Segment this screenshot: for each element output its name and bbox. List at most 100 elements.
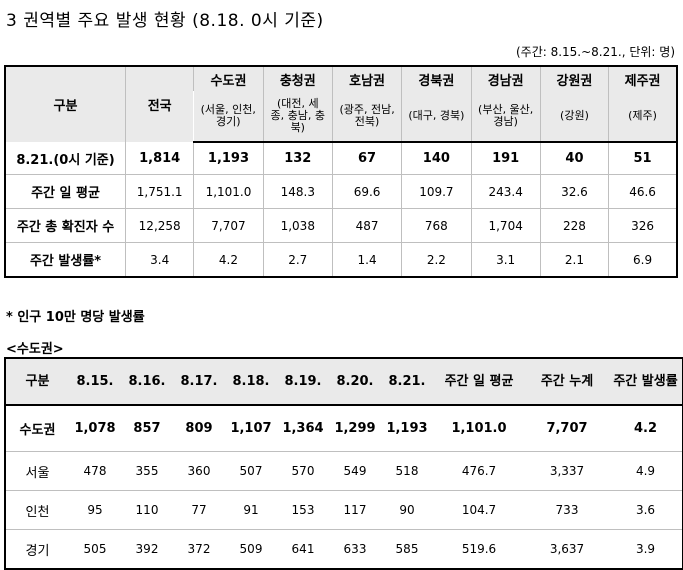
- header-region-name: 경북권: [401, 66, 472, 91]
- table-cell: 109.7: [401, 174, 472, 209]
- row-label: 주간 일 평균: [5, 174, 126, 209]
- table-cell: 733: [525, 490, 609, 530]
- page-title: 3 권역별 주요 발생 현황 (8.18. 0시 기준): [6, 11, 324, 31]
- table-cell: 2.7: [262, 242, 333, 277]
- table-row: 인천 95 110 77 91 153 117 90 104.7 733 3.6: [5, 490, 683, 530]
- header-national: 전국: [125, 66, 194, 142]
- footnote: * 인구 10만 명당 발생률: [6, 310, 145, 325]
- table-cell: 505: [83, 542, 107, 556]
- table-cell: 4.9: [609, 451, 683, 491]
- table-cell: 4.2: [609, 405, 683, 452]
- table-cell: 1,751.1: [125, 174, 194, 209]
- table-cell: 95: [69, 490, 121, 530]
- table-row: 주간 일 평균 1,751.1 1,101.0 148.3 69.6 109.7…: [5, 174, 677, 209]
- header-region-name: 충청권: [262, 66, 333, 91]
- column-header: 주간 누계: [525, 358, 609, 406]
- table-cell: 67: [331, 142, 402, 175]
- header-region-detail: (제주): [608, 91, 677, 143]
- row-label: 서울: [5, 451, 69, 491]
- column-header: 구분: [5, 358, 69, 406]
- table-cell: 148.3: [262, 174, 333, 209]
- section-label: <수도권>: [6, 342, 64, 357]
- table-cell: 6.9: [608, 242, 677, 277]
- column-header: 주간 일 평균: [433, 358, 525, 406]
- table-cell: 32.6: [539, 174, 609, 209]
- header-region-detail: (강원): [539, 91, 609, 143]
- table-cell: 355: [121, 451, 173, 491]
- capital-area-daily-table: 구분 8.15. 8.16. 8.17. 8.18. 8.19. 8.20. 8…: [4, 357, 683, 570]
- table-cell: 12,258: [125, 208, 194, 243]
- table-cell: 3.9: [635, 542, 656, 556]
- header-region-name: 호남권: [331, 66, 402, 91]
- column-header: 8.15.: [69, 358, 121, 406]
- table-cell: 1,101.0: [193, 174, 264, 209]
- table-row: 8.21.(0시 기준) 1,814 1,193 132 67 140 191 …: [5, 142, 677, 175]
- region-detail-line: 경남): [493, 115, 518, 128]
- table-cell: 549: [329, 451, 381, 491]
- table-cell: 1.4: [331, 242, 402, 277]
- region-detail-line: (부산, 울산,: [478, 103, 534, 116]
- region-detail-line: (강원): [560, 109, 589, 122]
- table-cell: 1,101.0: [433, 405, 525, 452]
- column-header: 8.20.: [329, 358, 381, 406]
- table-cell: 1,193: [193, 142, 264, 175]
- table-cell: 570: [277, 451, 329, 491]
- header-region-detail: (광주, 전남, 전북): [331, 91, 402, 143]
- column-header: 8.21.: [381, 358, 433, 406]
- column-header: 8.17.: [173, 358, 225, 406]
- table-cell: 90: [381, 490, 433, 530]
- table-cell: 476.7: [433, 451, 525, 491]
- table-cell: 487: [331, 208, 402, 243]
- region-detail-line: (서울, 인천,: [200, 103, 256, 116]
- table-cell: 509: [239, 542, 263, 556]
- table-cell: 2.1: [539, 242, 609, 277]
- table-cell: 1,078: [69, 405, 121, 452]
- table-row: 주간 총 확진자 수 12,258 7,707 1,038 487 768 1,…: [5, 208, 677, 243]
- column-header: 주간 발생률: [609, 358, 683, 406]
- table-cell: 7,707: [525, 405, 609, 452]
- table-cell: 633: [343, 542, 367, 556]
- row-label: 주간 총 확진자 수: [5, 208, 126, 243]
- table-cell: 585: [395, 542, 419, 556]
- regional-summary-table: 구분 전국 수도권 충청권 호남권 경북권 경남권 강원권 제주권 (서울, 인…: [4, 65, 678, 278]
- header-corner: 구분: [5, 66, 126, 142]
- table-cell: 768: [401, 208, 472, 243]
- region-detail-line: 경기): [215, 115, 241, 128]
- table-cell: 392: [135, 542, 159, 556]
- table-cell: 1,107: [225, 405, 277, 452]
- table-cell: 77: [173, 490, 225, 530]
- table-cell: 1,704: [470, 208, 541, 243]
- table-cell: 40: [539, 142, 609, 175]
- row-label: 8.21.(0시 기준): [5, 142, 126, 175]
- table-cell: 519.6: [461, 542, 497, 556]
- row-label: 주간 발생률*: [29, 254, 102, 269]
- column-header: 8.16.: [121, 358, 173, 406]
- table-cell: 191: [470, 142, 541, 175]
- table-cell: 372: [187, 542, 211, 556]
- header-region-detail: (대전, 세 종, 충남, 충 북): [262, 91, 333, 143]
- region-detail-line: 북): [290, 121, 305, 134]
- table-cell: 641: [291, 542, 315, 556]
- table-row: 수도권 1,078 857 809 1,107 1,364 1,299 1,19…: [5, 405, 683, 452]
- table-cell: 3.4: [125, 242, 194, 277]
- table-cell: 4.2: [193, 242, 264, 277]
- header-region-detail: (대구, 경북): [401, 91, 472, 143]
- table-cell: 91: [225, 490, 277, 530]
- region-detail-line: (광주, 전남,: [339, 103, 395, 116]
- header-region-detail: (부산, 울산, 경남): [470, 91, 541, 143]
- table-cell: 243.4: [470, 174, 541, 209]
- table-cell: 7,707: [193, 208, 264, 243]
- table-cell: 2.2: [401, 242, 472, 277]
- table-cell: 132: [262, 142, 333, 175]
- table-cell: 228: [539, 208, 609, 243]
- table-cell: 857: [121, 405, 173, 452]
- table-cell: 69.6: [331, 174, 402, 209]
- table-cell: 507: [225, 451, 277, 491]
- header-region-name: 제주권: [608, 66, 677, 91]
- unit-note: (주간: 8.15.~8.21., 단위: 명): [515, 45, 675, 59]
- table-cell: 1,193: [381, 405, 433, 452]
- header-region-name: 수도권: [193, 66, 264, 91]
- table-cell: 140: [401, 142, 472, 175]
- table-cell: 1,364: [277, 405, 329, 452]
- row-label: 경기: [25, 543, 50, 559]
